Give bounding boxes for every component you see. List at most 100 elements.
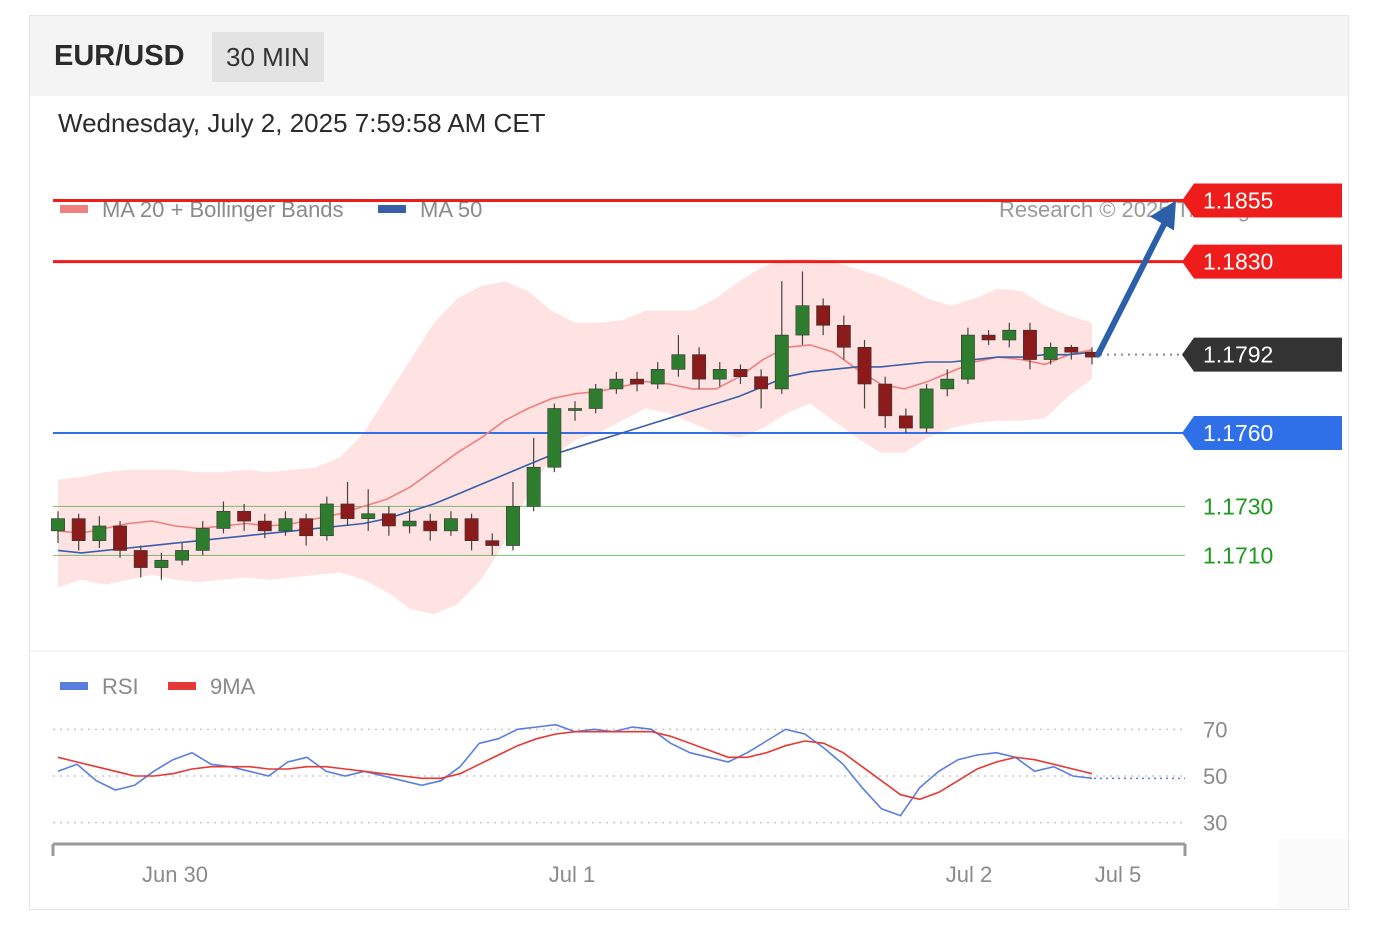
- candle: [857, 339, 872, 409]
- level-tag-1.1855: [1182, 183, 1342, 218]
- candle-body: [712, 369, 727, 380]
- candle-body: [671, 354, 686, 370]
- candle: [981, 330, 996, 345]
- candle-body: [175, 550, 189, 561]
- x-tick-label: Jun 30: [142, 862, 208, 887]
- candle: [133, 545, 148, 578]
- corner-shade: [1278, 839, 1348, 909]
- candle: [1043, 342, 1058, 365]
- candle-body: [526, 466, 541, 507]
- candle-body: [919, 388, 934, 429]
- candle: [51, 511, 65, 544]
- rsi-ma-legend-swatch: [168, 682, 196, 690]
- candle-body: [340, 503, 355, 519]
- rsi-tick-label: 30: [1203, 811, 1227, 836]
- candle-body: [1002, 329, 1017, 341]
- candle: [547, 403, 562, 473]
- rsi-line: [57, 723, 1093, 817]
- currency-pair: EUR/USD: [54, 40, 185, 72]
- candle-body: [257, 520, 272, 532]
- candle-body: [630, 378, 644, 385]
- candle: [816, 298, 831, 336]
- candle-body: [733, 369, 748, 377]
- forecast-arrow-shaft: [1095, 213, 1171, 358]
- candle-body: [568, 408, 582, 411]
- candle: [299, 513, 314, 546]
- timeframe-badge: 30 MIN: [212, 32, 324, 82]
- candle-body: [961, 334, 975, 380]
- candle: [319, 496, 334, 541]
- candle: [692, 347, 706, 389]
- candle-body: [464, 518, 479, 541]
- candle: [506, 481, 520, 551]
- candle: [712, 362, 727, 387]
- candle-body: [154, 559, 169, 568]
- candle: [195, 521, 210, 556]
- candle-body: [588, 388, 603, 409]
- candle-body: [278, 518, 293, 532]
- candle: [568, 401, 582, 421]
- candle: [464, 513, 479, 551]
- level-label-1.1855: 1.1855: [1203, 187, 1273, 213]
- rsi-legend-swatch: [60, 682, 88, 690]
- candle: [1002, 322, 1017, 348]
- candle-body: [51, 518, 65, 532]
- candle: [216, 501, 231, 534]
- ma50-line: [57, 351, 1093, 554]
- candles: [51, 271, 1099, 580]
- rsi-ma-line: [57, 730, 1093, 801]
- candle: [630, 371, 644, 392]
- candle: [444, 511, 458, 536]
- candle: [588, 384, 603, 414]
- candle: [71, 513, 86, 551]
- candle: [526, 437, 541, 512]
- candle-body: [692, 354, 706, 380]
- rsi-tick-label: 70: [1203, 717, 1227, 742]
- ma50-legend-swatch: [378, 205, 406, 213]
- candle-body: [650, 369, 665, 385]
- candle-body: [1023, 329, 1037, 360]
- x-tick-label: Jul 1: [549, 862, 595, 887]
- candle-body: [1043, 347, 1058, 360]
- candle: [1064, 344, 1079, 360]
- chart-datetime: Wednesday, July 2, 2025 7:59:58 AM CET: [58, 108, 546, 138]
- candle: [361, 489, 376, 531]
- level-label-1.1710: 1.1710: [1203, 542, 1273, 568]
- candle: [381, 506, 396, 536]
- candle-body: [485, 540, 500, 546]
- forecast-arrow: [1095, 200, 1176, 358]
- candle: [1023, 322, 1037, 370]
- candle-body: [836, 324, 851, 348]
- candle: [340, 481, 355, 526]
- candle-body: [133, 550, 148, 568]
- ma20-legend-swatch: [60, 205, 88, 213]
- x-axis: Jun 30 Jul 1 Jul 2 Jul 5: [51, 842, 1187, 887]
- x-axis-line: [51, 842, 1187, 856]
- candle: [92, 516, 107, 548]
- candle: [278, 511, 293, 536]
- candle: [898, 408, 913, 433]
- candle: [154, 552, 169, 580]
- candle-body: [754, 376, 769, 390]
- candle-body: [795, 305, 810, 336]
- candle-body: [361, 513, 376, 519]
- candle: [175, 543, 189, 566]
- candle: [237, 503, 252, 531]
- candle-body: [319, 503, 334, 537]
- bollinger-band-area: [58, 259, 1092, 615]
- candle: [754, 369, 769, 409]
- rsi-legend: RSI 9MA: [60, 674, 256, 699]
- candle-body: [547, 408, 562, 468]
- candle: [774, 281, 789, 394]
- x-tick-label: Jul 5: [1095, 862, 1141, 887]
- bollinger-bands: [58, 259, 1092, 615]
- candle: [940, 369, 955, 397]
- rsi-tick-label: 50: [1203, 764, 1227, 789]
- candle: [402, 508, 417, 534]
- candle: [671, 335, 686, 377]
- level-label-1.1830: 1.1830: [1203, 249, 1273, 275]
- candle-body: [381, 513, 396, 527]
- candle-body: [92, 525, 107, 541]
- level-tag-1.1830: [1182, 244, 1342, 279]
- level-label-1.1792: 1.1792: [1203, 342, 1273, 368]
